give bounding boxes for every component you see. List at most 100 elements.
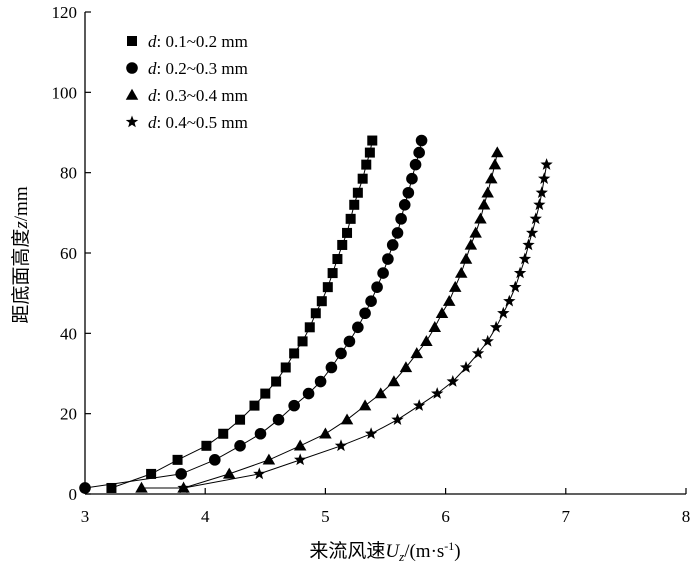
- legend-label-rest: : 0.2~0.3 mm: [157, 59, 248, 78]
- data-point: [146, 468, 157, 479]
- x-axis-title-main: 来流风速: [309, 540, 385, 562]
- data-point: [201, 440, 212, 451]
- data-point: [446, 375, 459, 387]
- data-point: [352, 321, 364, 334]
- y-axis-title-var: z: [11, 221, 32, 230]
- data-point: [497, 306, 510, 319]
- data-point: [406, 172, 418, 185]
- data-point: [289, 348, 300, 359]
- data-point: [135, 481, 148, 493]
- data-point: [377, 267, 389, 279]
- data-point: [342, 227, 353, 238]
- data-point: [374, 387, 387, 399]
- data-point: [413, 399, 426, 411]
- data-point: [387, 375, 401, 387]
- data-point: [503, 294, 516, 307]
- x-tick-label: 4: [201, 507, 210, 526]
- legend-label-var: d: [148, 32, 157, 51]
- data-point: [481, 334, 494, 347]
- y-tick-label: 60: [60, 244, 77, 263]
- data-point: [314, 375, 327, 388]
- data-point: [172, 454, 183, 465]
- data-point: [391, 227, 404, 239]
- data-point: [332, 254, 343, 265]
- data-point: [459, 252, 473, 264]
- data-point: [391, 413, 404, 425]
- data-point: [420, 335, 433, 347]
- data-point: [364, 147, 375, 158]
- data-point: [533, 198, 546, 211]
- data-point: [413, 146, 425, 159]
- data-point: [209, 454, 221, 466]
- data-point: [435, 307, 449, 318]
- y-tick-label: 40: [60, 324, 77, 343]
- x-tick-label: 3: [81, 507, 90, 526]
- data-point: [349, 199, 360, 210]
- data-point: [260, 388, 271, 399]
- fit-curve-1: [111, 140, 373, 489]
- data-point: [459, 361, 473, 373]
- data-point: [327, 268, 338, 279]
- data-point: [409, 158, 422, 171]
- data-point: [386, 239, 399, 251]
- series-1-points: [106, 135, 378, 493]
- x-tick-label: 7: [562, 507, 571, 526]
- data-point: [340, 413, 354, 425]
- y-axis-title-unit: /mm: [11, 186, 32, 221]
- data-point: [489, 320, 503, 333]
- data-point: [491, 146, 504, 158]
- legend-marker-star: [125, 115, 139, 128]
- data-point: [526, 226, 539, 239]
- legend-label: d: 0.2~0.3 mm: [148, 59, 248, 78]
- data-point: [485, 172, 498, 184]
- data-point: [399, 361, 413, 373]
- legend-label-var: d: [148, 86, 157, 105]
- data-point: [428, 321, 442, 332]
- legend-label-rest: : 0.3~0.4 mm: [157, 86, 248, 105]
- data-point: [249, 400, 260, 411]
- x-tick-label: 5: [321, 507, 330, 526]
- x-axis-title-sup: -1: [444, 539, 454, 553]
- series-3-points: [135, 146, 504, 493]
- data-point: [371, 281, 383, 293]
- y-axis-title-main: 距底面高度: [10, 229, 32, 324]
- legend-item-4: d: 0.4~0.5 mm: [125, 113, 248, 132]
- data-point: [535, 186, 548, 198]
- data-point: [382, 253, 394, 265]
- data-point: [254, 427, 267, 440]
- legend-marker-triangle: [125, 88, 139, 100]
- data-point: [218, 428, 229, 439]
- data-point: [271, 376, 282, 387]
- data-point: [415, 134, 428, 147]
- data-point: [79, 482, 91, 494]
- data-point: [481, 186, 494, 198]
- x-axis-title-sub: z: [398, 549, 404, 564]
- data-point: [402, 186, 415, 199]
- legend-marker-square: [127, 36, 137, 46]
- data-point: [175, 468, 187, 480]
- data-point: [288, 399, 300, 412]
- fit-curve-3: [141, 152, 498, 489]
- legend-label-rest: : 0.1~0.2 mm: [157, 32, 248, 51]
- y-axis-title: 距底面高度z/mm: [10, 186, 32, 323]
- data-point: [364, 427, 378, 439]
- data-point: [529, 212, 542, 225]
- data-point: [177, 481, 190, 494]
- data-point: [538, 172, 551, 184]
- data-point: [337, 239, 348, 250]
- data-point: [222, 467, 236, 479]
- y-tick-label: 20: [60, 405, 77, 424]
- x-tick-label: 6: [441, 507, 450, 526]
- data-point: [334, 439, 348, 452]
- data-point: [488, 158, 502, 170]
- data-point: [302, 387, 315, 400]
- data-point: [319, 427, 332, 439]
- data-point: [361, 159, 372, 170]
- data-point: [471, 346, 485, 359]
- y-tick-label: 100: [52, 83, 78, 102]
- data-point: [293, 439, 307, 451]
- data-points: [79, 134, 553, 494]
- data-point: [509, 280, 522, 293]
